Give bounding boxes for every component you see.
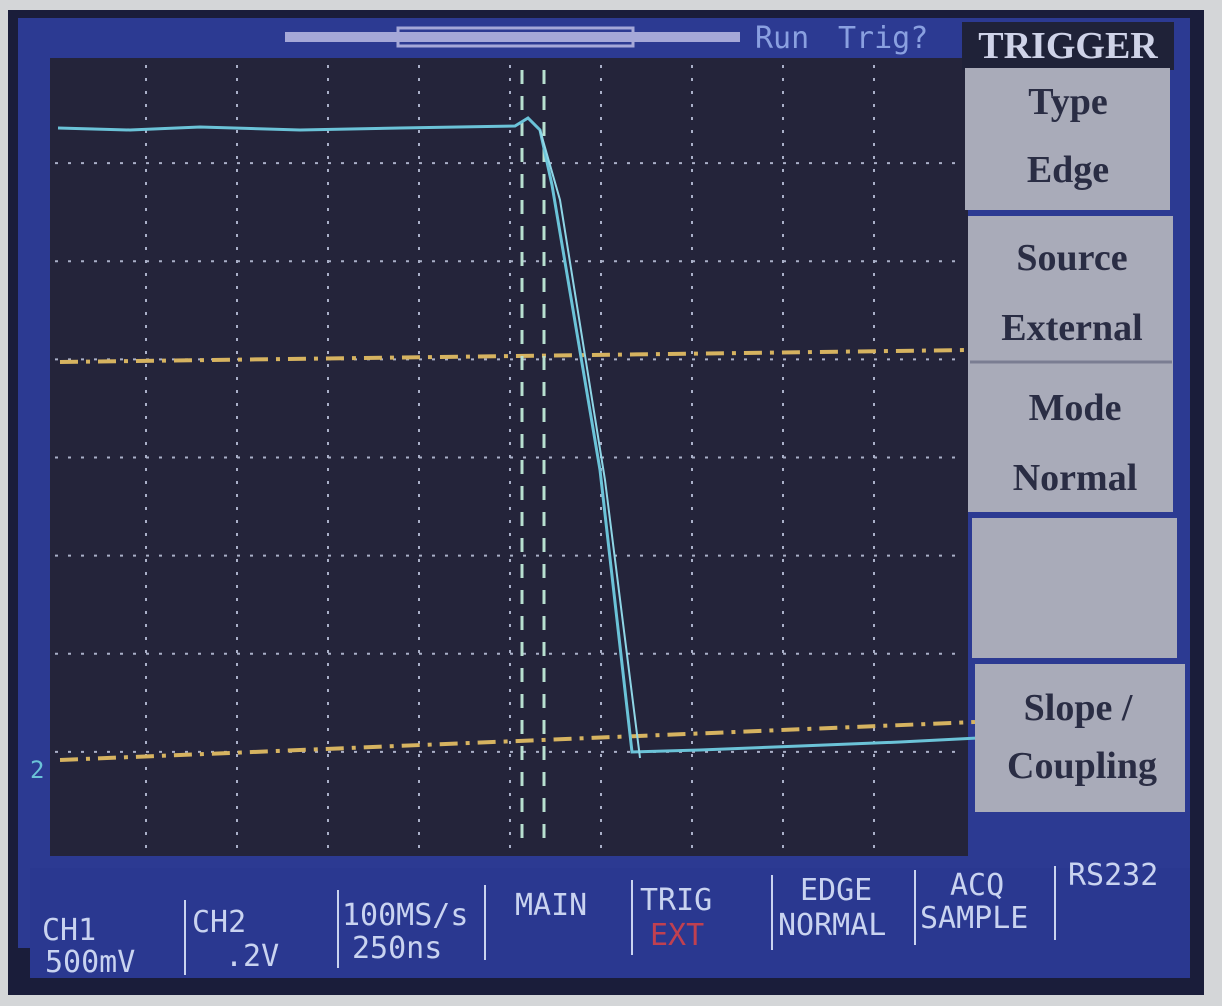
ch1-name: CH1 bbox=[42, 913, 96, 948]
menu-label: Type bbox=[1028, 81, 1108, 123]
trigger-label: TRIG bbox=[640, 883, 712, 918]
trigger-source: EXT bbox=[650, 918, 704, 953]
ch2-scale: .2V bbox=[225, 939, 279, 974]
run-state: Run bbox=[755, 21, 809, 56]
menu-title: TRIGGER bbox=[978, 25, 1158, 67]
status-bar: CH1 500mV CH2 .2V 100MS/s 250ns MAIN TRI… bbox=[30, 858, 1190, 980]
oscilloscope-screen: Run Trig? 2 TRIGGER Type Edge Source Ext… bbox=[0, 0, 1222, 1006]
menu-value: Edge bbox=[1027, 149, 1109, 191]
view: MAIN bbox=[515, 888, 587, 923]
time-division: 250ns bbox=[352, 931, 442, 966]
edge-mode: NORMAL bbox=[778, 908, 886, 943]
ch2-name: CH2 bbox=[192, 905, 246, 940]
ch1-scale: 500mV bbox=[45, 945, 135, 980]
menu-label: Source bbox=[1016, 237, 1127, 279]
acq-label: ACQ bbox=[950, 868, 1004, 903]
menu-value: Coupling bbox=[1007, 745, 1157, 787]
sample-rate: 100MS/s bbox=[342, 898, 468, 933]
channel-marker: 2 bbox=[30, 756, 44, 784]
port: RS232 bbox=[1068, 858, 1158, 893]
menu: Type Edge Source External Mode Normal Sl… bbox=[965, 68, 1185, 812]
acq-mode: SAMPLE bbox=[920, 901, 1028, 936]
menu-value: External bbox=[1001, 307, 1142, 349]
record-bar bbox=[285, 32, 740, 42]
menu-button[interactable] bbox=[972, 518, 1177, 658]
trigger-state: Trig? bbox=[838, 21, 928, 56]
menu-label: Slope / bbox=[1024, 687, 1133, 729]
edge-type: EDGE bbox=[800, 873, 872, 908]
menu-value: Normal bbox=[1013, 457, 1138, 499]
menu-label: Mode bbox=[1029, 387, 1122, 429]
